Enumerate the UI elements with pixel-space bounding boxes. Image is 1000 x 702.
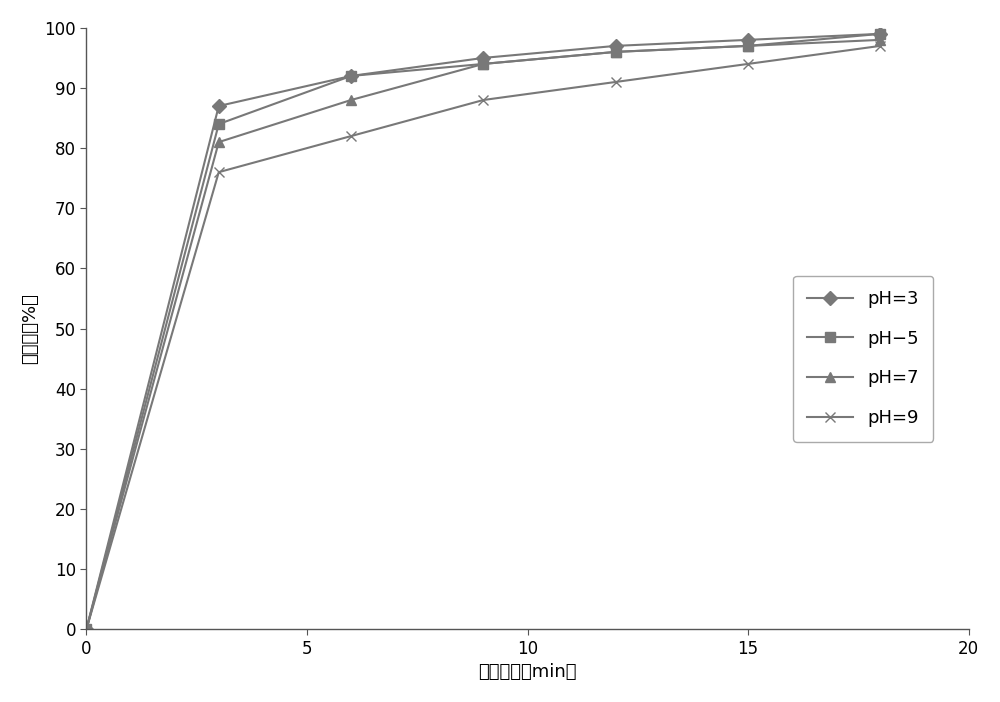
pH=7 xyxy=(742,41,754,50)
pH−5 xyxy=(610,48,622,56)
pH=3 xyxy=(345,72,357,80)
pH−5 xyxy=(742,41,754,50)
pH=7 xyxy=(477,60,489,68)
pH=7 xyxy=(345,95,357,104)
pH=3 xyxy=(610,41,622,50)
X-axis label: 反应时间（min）: 反应时间（min） xyxy=(478,663,577,681)
pH=7 xyxy=(213,138,225,146)
pH=9 xyxy=(213,168,225,176)
Legend: pH=3, pH−5, pH=7, pH=9: pH=3, pH−5, pH=7, pH=9 xyxy=(793,276,933,442)
pH=7 xyxy=(874,36,886,44)
pH=9 xyxy=(477,95,489,104)
pH−5 xyxy=(345,72,357,80)
Y-axis label: 降解率（%）: 降解率（%） xyxy=(21,293,39,364)
pH−5 xyxy=(213,120,225,128)
pH−5 xyxy=(874,29,886,38)
pH=9 xyxy=(874,41,886,50)
pH=3 xyxy=(742,36,754,44)
pH=7 xyxy=(610,48,622,56)
pH=7 xyxy=(80,625,92,633)
pH=3 xyxy=(213,102,225,110)
pH−5 xyxy=(80,625,92,633)
pH=9 xyxy=(610,78,622,86)
pH−5 xyxy=(477,60,489,68)
Line: pH=9: pH=9 xyxy=(82,41,885,634)
pH=3 xyxy=(80,625,92,633)
pH=9 xyxy=(742,60,754,68)
Line: pH=3: pH=3 xyxy=(82,29,885,634)
Line: pH−5: pH−5 xyxy=(82,29,885,634)
pH=9 xyxy=(80,625,92,633)
pH=9 xyxy=(345,132,357,140)
pH=3 xyxy=(874,29,886,38)
pH=3 xyxy=(477,53,489,62)
Line: pH=7: pH=7 xyxy=(82,35,885,634)
